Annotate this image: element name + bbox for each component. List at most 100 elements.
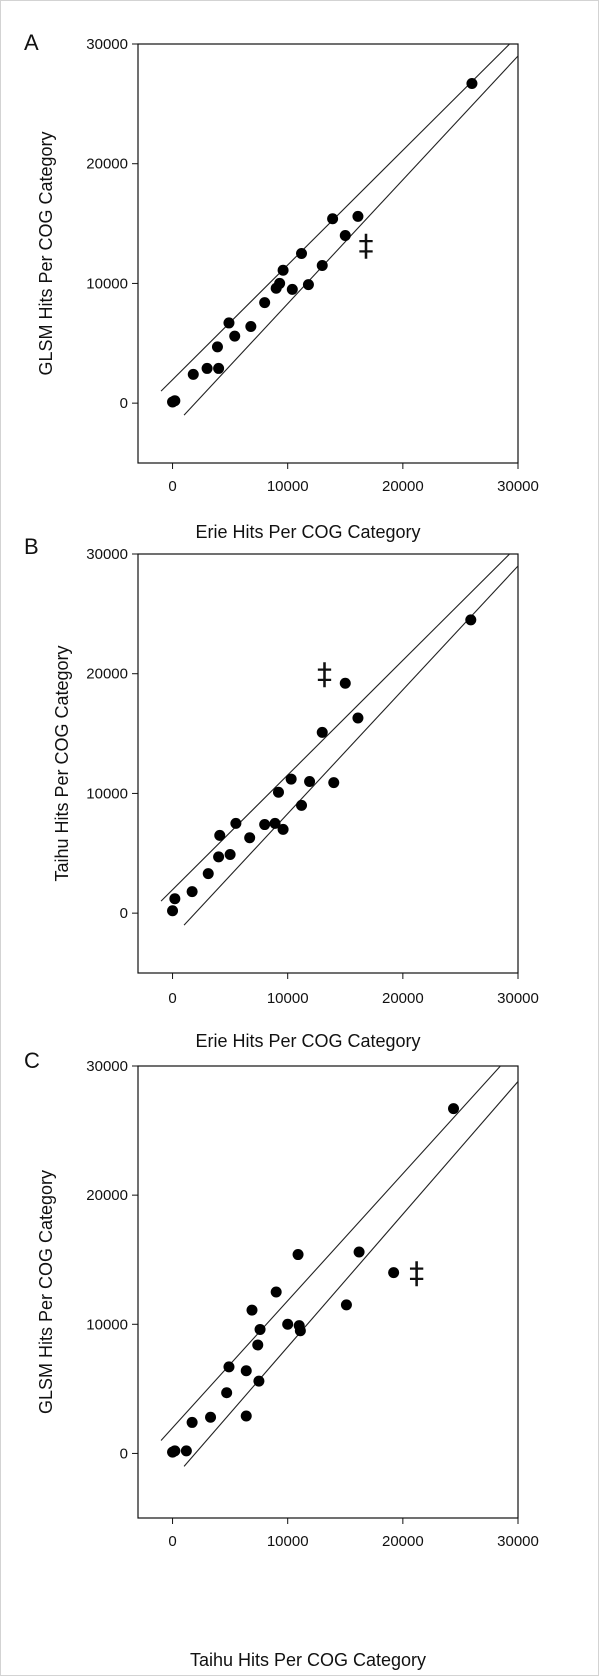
y-tick-label: 10000 bbox=[86, 1316, 128, 1333]
band-line bbox=[183, 1081, 518, 1467]
panel-letter: B bbox=[24, 534, 39, 559]
band-line bbox=[183, 565, 518, 926]
data-point bbox=[292, 1249, 304, 1261]
data-point bbox=[328, 777, 340, 789]
data-point bbox=[240, 1365, 252, 1377]
x-tick-label: 30000 bbox=[497, 990, 539, 1007]
data-point bbox=[223, 1361, 235, 1373]
x-tick-label: 0 bbox=[168, 478, 176, 495]
data-point bbox=[186, 1416, 198, 1428]
panel-a: A 0 10000 20000 30000 0 10000 20000 30000 Erie Hi… bbox=[24, 30, 539, 542]
data-point bbox=[352, 712, 364, 724]
x-tick-label: 0 bbox=[168, 990, 176, 1007]
data-point bbox=[270, 1286, 282, 1298]
data-point bbox=[201, 362, 213, 374]
data-point bbox=[213, 851, 225, 863]
plot-area-frame bbox=[137, 553, 519, 974]
data-point bbox=[304, 775, 316, 787]
data-point bbox=[254, 1323, 266, 1335]
data-point bbox=[339, 677, 351, 689]
x-tick-label: 30000 bbox=[497, 478, 539, 495]
panel-letter: C bbox=[24, 1048, 40, 1073]
data-point bbox=[240, 1410, 252, 1422]
band-lines bbox=[160, 44, 518, 416]
data-point bbox=[244, 832, 256, 844]
data-point bbox=[211, 341, 223, 353]
data-point bbox=[230, 817, 242, 829]
y-tick-label: 20000 bbox=[86, 156, 128, 173]
data-point bbox=[221, 1387, 233, 1399]
data-point bbox=[316, 259, 328, 271]
x-tick-label: 20000 bbox=[382, 1533, 424, 1550]
data-point bbox=[246, 1304, 258, 1316]
data-point bbox=[296, 248, 308, 259]
x-tick-label: 10000 bbox=[267, 478, 309, 495]
data-point bbox=[259, 297, 271, 309]
data-point bbox=[277, 823, 289, 835]
data-point bbox=[213, 362, 225, 374]
data-point bbox=[282, 1318, 294, 1330]
x-tick-label: 10000 bbox=[267, 1533, 309, 1550]
y-tick-label: 10000 bbox=[86, 785, 128, 802]
data-point bbox=[252, 1339, 264, 1351]
band-line bbox=[160, 44, 511, 392]
band-line bbox=[160, 554, 511, 902]
data-point bbox=[296, 799, 308, 811]
data-point bbox=[224, 848, 236, 860]
y-axis-title: GLSM Hits Per COG Category bbox=[36, 131, 56, 375]
data-point bbox=[259, 819, 271, 831]
y-tick-label: 30000 bbox=[86, 36, 128, 53]
data-point bbox=[274, 277, 286, 289]
data-point bbox=[214, 829, 226, 841]
y-axis-title: Taihu Hits Per COG Category bbox=[52, 645, 72, 881]
data-point bbox=[223, 317, 235, 329]
x-tick-label: 10000 bbox=[267, 990, 309, 1007]
y-tick-label: 0 bbox=[120, 395, 128, 412]
data-point bbox=[202, 868, 214, 880]
data-point bbox=[167, 905, 179, 917]
data-point bbox=[272, 786, 284, 798]
x-tick-label: 0 bbox=[168, 1533, 176, 1550]
data-point bbox=[353, 1246, 365, 1258]
outlier-annotation: ‡ bbox=[409, 1257, 424, 1292]
data-point bbox=[186, 886, 198, 898]
data-point bbox=[327, 213, 339, 225]
data-point bbox=[245, 321, 257, 333]
data-point bbox=[169, 893, 181, 905]
band-line bbox=[160, 1066, 502, 1441]
data-point bbox=[316, 726, 328, 738]
data-point bbox=[169, 1445, 181, 1457]
data-point bbox=[229, 330, 241, 342]
data-point bbox=[205, 1411, 217, 1423]
data-point bbox=[180, 1445, 192, 1457]
y-tick-label: 10000 bbox=[86, 275, 128, 292]
y-tick-label: 30000 bbox=[86, 1058, 128, 1075]
data-point bbox=[253, 1375, 265, 1387]
y-tick-label: 0 bbox=[120, 905, 128, 922]
data-point bbox=[169, 395, 181, 407]
x-tick-label: 30000 bbox=[497, 1533, 539, 1550]
x-axis-title: Erie Hits Per COG Category bbox=[195, 1031, 420, 1051]
x-axis-title: Erie Hits Per COG Category bbox=[195, 522, 420, 542]
y-tick-label: 20000 bbox=[86, 1187, 128, 1204]
y-tick-label: 20000 bbox=[86, 666, 128, 683]
y-tick-label: 30000 bbox=[86, 546, 128, 563]
y-axis-title: GLSM Hits Per COG Category bbox=[36, 1170, 56, 1414]
band-lines bbox=[160, 554, 518, 926]
plot-area-frame bbox=[137, 1065, 519, 1519]
data-point bbox=[448, 1103, 460, 1115]
data-point bbox=[302, 279, 314, 291]
data-point bbox=[269, 817, 281, 829]
panel-c: C 0 10000 20000 30000 0 10000 20000 30000 Taihu H… bbox=[24, 1048, 539, 1670]
data-point bbox=[352, 210, 364, 222]
band-lines bbox=[160, 1066, 518, 1467]
data-point bbox=[286, 283, 298, 295]
data-point bbox=[187, 368, 199, 380]
outlier-annotation: ‡ bbox=[359, 229, 374, 264]
band-line bbox=[183, 55, 518, 416]
data-point bbox=[466, 78, 478, 90]
x-tick-label: 20000 bbox=[382, 478, 424, 495]
data-point bbox=[294, 1325, 306, 1337]
data-point bbox=[339, 230, 351, 242]
data-point bbox=[277, 264, 289, 276]
